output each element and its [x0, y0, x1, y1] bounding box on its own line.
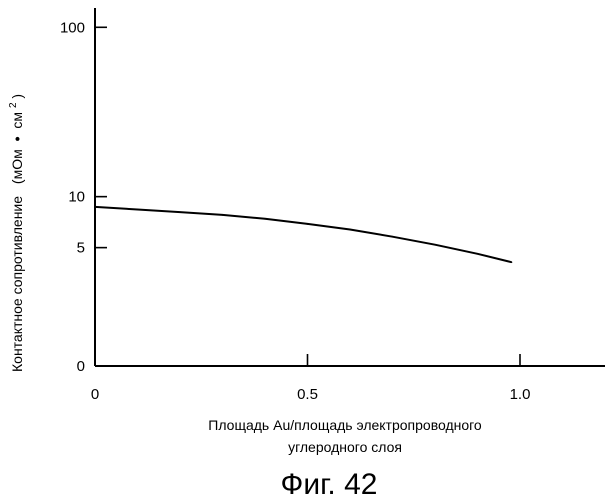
data-point — [264, 218, 266, 220]
series-line — [95, 207, 512, 262]
data-point — [222, 214, 224, 216]
x-tick-label: 0 — [91, 386, 99, 403]
y-axis-unit-sup: 2 — [8, 102, 19, 108]
data-point — [477, 253, 479, 255]
y-axis-unit-main: см — [9, 112, 25, 129]
x-tick-label: 1.0 — [510, 386, 531, 403]
data-point — [307, 223, 309, 225]
x-axis-title-line-2: углеродного слоя — [288, 439, 402, 455]
y-axis-title-text: Контактное сопротивление — [9, 196, 25, 372]
y-tick-label: 0 — [77, 358, 85, 375]
y-tick-label: 100 — [60, 19, 85, 36]
data-point — [392, 236, 394, 238]
y-axis-unit-dot: • — [9, 136, 25, 141]
data-point — [179, 211, 181, 213]
y-axis-unit-prefix: (мОм — [9, 149, 25, 184]
y-axis-unit-close: ) — [9, 94, 25, 99]
data-point — [511, 261, 513, 263]
y-axis-title: Контактное сопротивление (мОм • см 2 ) — [3, 94, 25, 372]
data-point — [434, 244, 436, 246]
y-tick-label: 5 — [77, 240, 85, 257]
x-tick-label: 0.5 — [297, 386, 318, 403]
figure-caption: Фиг. 42 — [281, 468, 378, 500]
x-axis-title-line-1: Площадь Au/площадь электропроводного — [208, 417, 482, 433]
data-point — [349, 229, 351, 231]
data-point — [94, 206, 96, 208]
y-tick-label: 10 — [68, 189, 85, 206]
data-point — [137, 209, 139, 211]
